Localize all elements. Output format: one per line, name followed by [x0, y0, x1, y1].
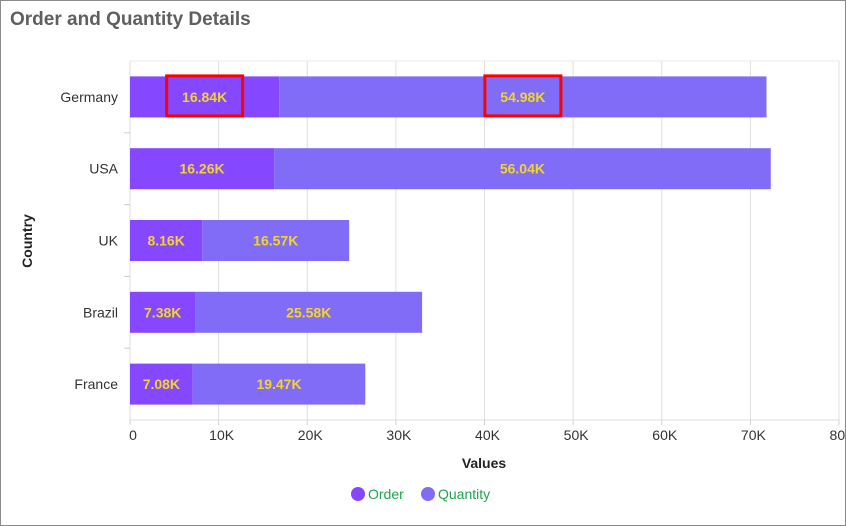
highlight-box: [165, 74, 245, 118]
y-tick-label: Germany: [60, 89, 118, 105]
bar-order-france: [130, 363, 193, 405]
legend-marker-quantity-icon[interactable]: [421, 487, 435, 501]
x-tick-label: 50K: [564, 427, 590, 443]
data-label: 8.16K: [147, 233, 184, 249]
x-tick-label: 80K: [830, 427, 846, 443]
highlight-box: [483, 74, 563, 118]
data-label: 7.38K: [144, 304, 181, 320]
bar-order-usa: [130, 148, 275, 190]
legend-marker-order-icon[interactable]: [351, 487, 365, 501]
bar-quantity-uk: [202, 220, 350, 261]
legend-item-order[interactable]: Order: [368, 486, 404, 502]
x-tick-label: 30K: [386, 427, 412, 443]
y-axis-title: Country: [19, 214, 35, 268]
x-tick-label: 20K: [298, 427, 324, 443]
x-tick-label: 0: [129, 427, 137, 443]
data-label: 7.08K: [143, 376, 180, 392]
y-tick-label: Brazil: [83, 304, 118, 320]
bar-quantity-brazil: [195, 291, 423, 333]
data-label: 16.57K: [253, 233, 298, 249]
legend-item-quantity[interactable]: Quantity: [438, 486, 490, 502]
data-label: 16.26K: [179, 161, 224, 177]
data-label: 25.58K: [286, 304, 331, 320]
data-label: 56.04K: [500, 161, 545, 177]
data-label: 19.47K: [256, 376, 301, 392]
y-tick-label: France: [74, 376, 118, 392]
bar-quantity-germany: [279, 76, 767, 118]
bar-quantity-usa: [274, 148, 771, 190]
x-axis-title: Values: [462, 455, 507, 471]
chart-title: Order and Quantity Details: [10, 9, 251, 30]
bar-order-germany: [130, 76, 280, 118]
x-tick-label: 10K: [209, 427, 235, 443]
bar-order-uk: [130, 220, 203, 261]
y-tick-label: USA: [89, 161, 118, 177]
data-label: 54.98K: [500, 89, 545, 105]
bar-quantity-france: [192, 363, 366, 405]
x-tick-label: 40K: [475, 427, 501, 443]
x-tick-label: 70K: [741, 427, 767, 443]
y-tick-label: UK: [99, 233, 119, 249]
bar-order-brazil: [130, 291, 196, 333]
x-tick-label: 60K: [652, 427, 678, 443]
data-label: 16.84K: [182, 89, 227, 105]
